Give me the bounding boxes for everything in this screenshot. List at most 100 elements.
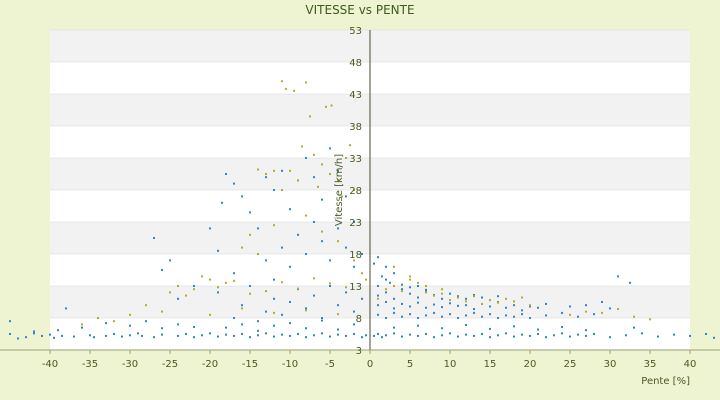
data-point-main [441, 297, 443, 300]
data-point-main [401, 335, 403, 338]
data-point-main [417, 285, 419, 287]
data-point-main [633, 326, 635, 329]
data-point-main [289, 208, 291, 211]
x-tick-label: -35 [82, 359, 98, 370]
data-point-main [353, 323, 355, 326]
data-point-main [465, 324, 467, 327]
x-tick-label: -15 [242, 359, 258, 370]
data-point-main [409, 286, 411, 289]
data-point-main [105, 334, 107, 337]
data-point-main [337, 328, 339, 331]
data-point-main [225, 333, 227, 336]
data-point-main [465, 304, 467, 307]
data-point-main [105, 322, 107, 325]
data-point-main [449, 292, 451, 295]
data-point-main [481, 296, 483, 299]
data-point-secondary [457, 296, 459, 299]
data-point-main [529, 305, 531, 308]
data-point-main [313, 221, 315, 223]
data-point-main [337, 169, 339, 172]
data-point-main [449, 302, 451, 305]
y-axis-label: Vitesse [km/h] [334, 154, 345, 226]
data-point-main [337, 333, 339, 336]
data-point-main [209, 227, 211, 230]
data-point-main [425, 306, 427, 309]
data-point-secondary [329, 173, 331, 175]
data-point-main [353, 310, 355, 313]
data-point-main [457, 295, 459, 298]
data-point-main [393, 326, 395, 329]
y-tick-label: 18 [349, 250, 362, 261]
data-point-secondary [285, 87, 287, 90]
data-point-main [489, 336, 491, 339]
data-point-main [609, 307, 611, 310]
data-point-main [209, 332, 211, 335]
x-tick-labels: -40 -35 -30 -25 -20 -15 -10 -5 0 5 10 15 20 25 30 35 40 [42, 350, 697, 370]
data-point-main [481, 333, 483, 335]
data-point-main [537, 306, 539, 309]
x-tick-label: -5 [325, 359, 335, 370]
data-point-main [585, 334, 587, 337]
data-point-main [545, 314, 547, 317]
data-point-secondary [330, 104, 333, 107]
data-point-main [289, 334, 291, 337]
data-point-main [337, 304, 339, 307]
data-point-main [593, 333, 595, 335]
x-tick-label: -10 [282, 359, 298, 370]
data-point-main [617, 275, 619, 278]
data-point-main [169, 259, 171, 262]
x-tick-label: -40 [42, 359, 58, 370]
data-point-secondary [529, 304, 531, 307]
y-tick-label: 8 [356, 314, 362, 325]
data-point-main [385, 301, 387, 303]
data-point-main [145, 320, 147, 323]
data-point-secondary [441, 288, 443, 291]
data-point-main [377, 256, 379, 259]
data-point-main [153, 237, 155, 239]
data-point-main [305, 327, 307, 330]
data-point-main [121, 335, 123, 338]
data-point-secondary [273, 224, 275, 227]
data-point-main [129, 334, 131, 337]
data-point-secondary [281, 80, 283, 83]
data-point-secondary [265, 290, 267, 293]
data-point-main [433, 303, 435, 306]
data-point-main [409, 292, 411, 295]
data-point-main [593, 313, 595, 316]
data-point-main [193, 325, 195, 328]
data-point-main [385, 334, 387, 337]
data-point-main [393, 307, 395, 310]
data-point-secondary [401, 290, 403, 293]
data-point-main [305, 157, 307, 159]
data-point-secondary [161, 310, 163, 313]
data-point-secondary [325, 105, 327, 108]
data-point-secondary [297, 287, 299, 290]
data-point-secondary [489, 299, 491, 302]
y-tick-label: 38 [349, 122, 362, 133]
data-point-main [217, 249, 219, 252]
data-point-secondary [305, 81, 307, 84]
data-point-main [41, 334, 43, 337]
data-point-main [481, 315, 483, 318]
y-tick-label: 3 [356, 346, 362, 357]
data-point-main [705, 333, 707, 335]
data-point-main [217, 291, 219, 294]
data-point-main [289, 265, 291, 268]
data-point-secondary [257, 253, 259, 255]
data-point-main [385, 291, 387, 294]
data-point-main [377, 304, 379, 307]
data-point-secondary [257, 168, 259, 171]
data-point-secondary [393, 265, 395, 268]
data-point-main [473, 311, 475, 314]
y-tick-label: 43 [349, 90, 362, 101]
data-points [9, 80, 715, 340]
data-point-secondary [321, 230, 323, 233]
data-point-main [305, 253, 307, 255]
data-point-secondary [97, 317, 99, 319]
data-point-main [153, 336, 155, 339]
data-point-main [273, 335, 275, 338]
data-point-main [489, 313, 491, 316]
data-point-main [537, 328, 539, 331]
x-tick-label: 40 [684, 359, 697, 370]
y-tick-label: 53 [349, 26, 362, 37]
